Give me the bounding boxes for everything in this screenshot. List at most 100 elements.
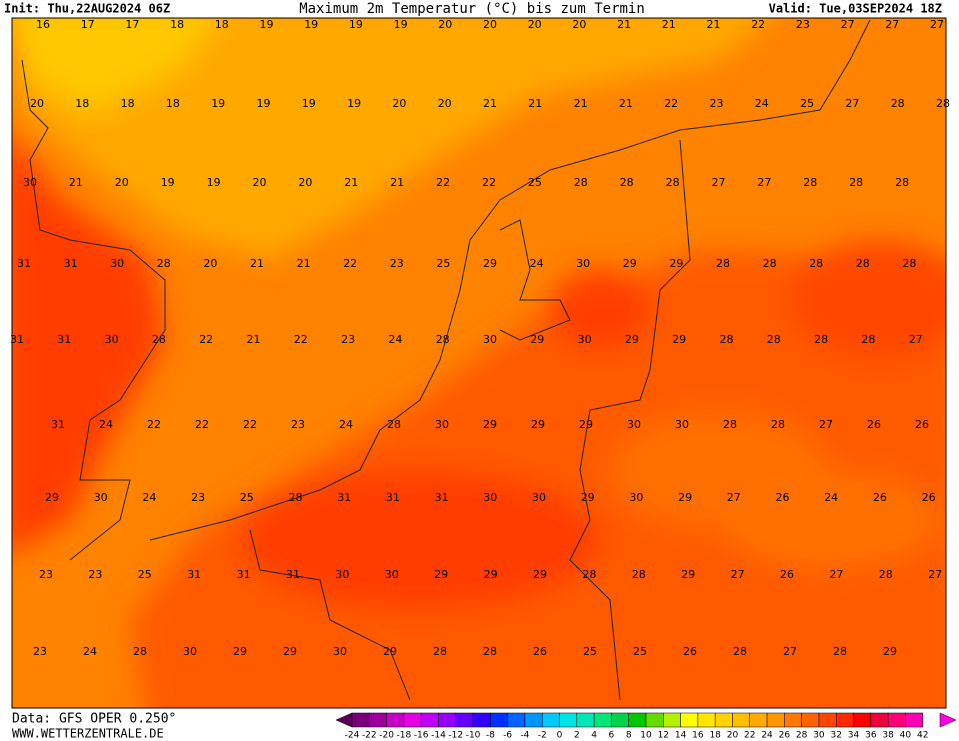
temperature-label: 29 <box>233 645 247 658</box>
temperature-label: 24 <box>339 418 353 431</box>
temperature-label: 28 <box>289 491 303 504</box>
temperature-label: 30 <box>578 333 592 346</box>
legend-tick-label: 26 <box>779 731 791 741</box>
legend-swatch <box>905 712 923 728</box>
temperature-label: 29 <box>484 568 498 581</box>
temperature-label: 30 <box>483 333 497 346</box>
legend-tick-label: 30 <box>813 731 825 741</box>
temperature-label: 18 <box>121 97 135 110</box>
temperature-label: 29 <box>45 491 59 504</box>
temperature-label: 20 <box>203 257 217 270</box>
legend-swatch <box>420 712 439 728</box>
temperature-label: 23 <box>88 568 102 581</box>
legend-tick-label: -14 <box>431 731 446 741</box>
legend-swatch <box>593 712 612 728</box>
temperature-label: 29 <box>533 568 547 581</box>
legend-swatch <box>490 712 508 728</box>
legend-swatch <box>403 712 422 728</box>
legend-swatch <box>576 712 595 728</box>
temperature-label: 29 <box>434 568 448 581</box>
map-frame <box>11 17 947 709</box>
temperature-label: 23 <box>33 645 47 658</box>
temperature-label: 19 <box>349 18 363 31</box>
legend-tick-label: 38 <box>882 731 894 741</box>
legend-tick-label: 42 <box>917 731 928 741</box>
temperature-label: 29 <box>530 333 544 346</box>
temperature-label: 21 <box>574 97 588 110</box>
legend-swatch <box>870 712 889 728</box>
temperature-label: 31 <box>51 418 65 431</box>
legend-tick-label: -20 <box>379 731 394 741</box>
legend-tick-label: -6 <box>503 731 512 741</box>
legend-swatch <box>455 712 474 728</box>
temperature-label: 28 <box>720 333 734 346</box>
legend-swatch <box>351 712 370 728</box>
temperature-label: 23 <box>796 18 810 31</box>
temperature-label: 19 <box>211 97 225 110</box>
temperature-label: 23 <box>710 97 724 110</box>
temperature-label: 29 <box>283 645 297 658</box>
temperature-label: 29 <box>678 491 692 504</box>
legend-swatch <box>749 712 768 728</box>
temperature-label: 27 <box>928 568 942 581</box>
temperature-label: 17 <box>81 18 95 31</box>
legend-tick-label: -24 <box>345 731 360 741</box>
temperature-label: 27 <box>783 645 797 658</box>
temperature-label: 28 <box>879 568 893 581</box>
legend-swatch <box>835 712 854 728</box>
temperature-label: 20 <box>528 18 542 31</box>
temperature-label: 25 <box>240 491 254 504</box>
temperature-label: 30 <box>335 568 349 581</box>
temperature-label: 29 <box>579 418 593 431</box>
temperature-label: 31 <box>286 568 300 581</box>
legend-tick-label: 12 <box>658 731 669 741</box>
temperature-label: 21 <box>617 18 631 31</box>
temperature-label: 25 <box>583 645 597 658</box>
legend-swatch <box>887 712 906 728</box>
legend-swatch <box>507 712 526 728</box>
temperature-label: 25 <box>138 568 152 581</box>
legend-tick-label: 36 <box>865 731 877 741</box>
temperature-label: 20 <box>438 97 452 110</box>
temperature-label: 26 <box>683 645 697 658</box>
temperature-label: 20 <box>392 97 406 110</box>
temperature-label: 28 <box>632 568 646 581</box>
temperature-label: 31 <box>10 333 24 346</box>
legend-tick-label: 40 <box>900 731 912 741</box>
temperature-label: 26 <box>867 418 881 431</box>
legend-tick-label: -8 <box>486 731 495 741</box>
temperature-label: 25 <box>633 645 647 658</box>
temperature-label: 21 <box>528 97 542 110</box>
legend-swatch <box>472 712 491 728</box>
temperature-label: 29 <box>483 418 497 431</box>
temperature-label: 29 <box>581 491 595 504</box>
temperature-label: 27 <box>909 333 923 346</box>
temperature-label: 19 <box>304 18 318 31</box>
legend-swatch <box>559 712 578 728</box>
legend-swatch <box>524 712 543 728</box>
temperature-label: 28 <box>716 257 730 270</box>
legend-tick-label: 32 <box>831 731 842 741</box>
temperature-label: 27 <box>885 18 899 31</box>
temperature-label: 23 <box>341 333 355 346</box>
temperature-label: 29 <box>883 645 897 658</box>
temperature-label: 28 <box>895 176 909 189</box>
temperature-label: 21 <box>69 176 83 189</box>
temperature-label: 28 <box>620 176 634 189</box>
legend-swatch <box>714 712 733 728</box>
temperature-label: 22 <box>482 176 496 189</box>
temperature-label: 21 <box>390 176 404 189</box>
temperature-label: 29 <box>669 257 683 270</box>
temperature-label: 22 <box>751 18 765 31</box>
temperature-label: 19 <box>161 176 175 189</box>
temperature-label: 28 <box>152 333 166 346</box>
temperature-label: 21 <box>344 176 358 189</box>
temperature-label: 28 <box>891 97 905 110</box>
legend-tick-label: 20 <box>727 731 739 741</box>
temperature-label: 30 <box>675 418 689 431</box>
temperature-label: 16 <box>36 18 50 31</box>
temperature-label: 26 <box>915 418 929 431</box>
temperature-label: 24 <box>755 97 769 110</box>
legend-swatch <box>369 712 387 728</box>
